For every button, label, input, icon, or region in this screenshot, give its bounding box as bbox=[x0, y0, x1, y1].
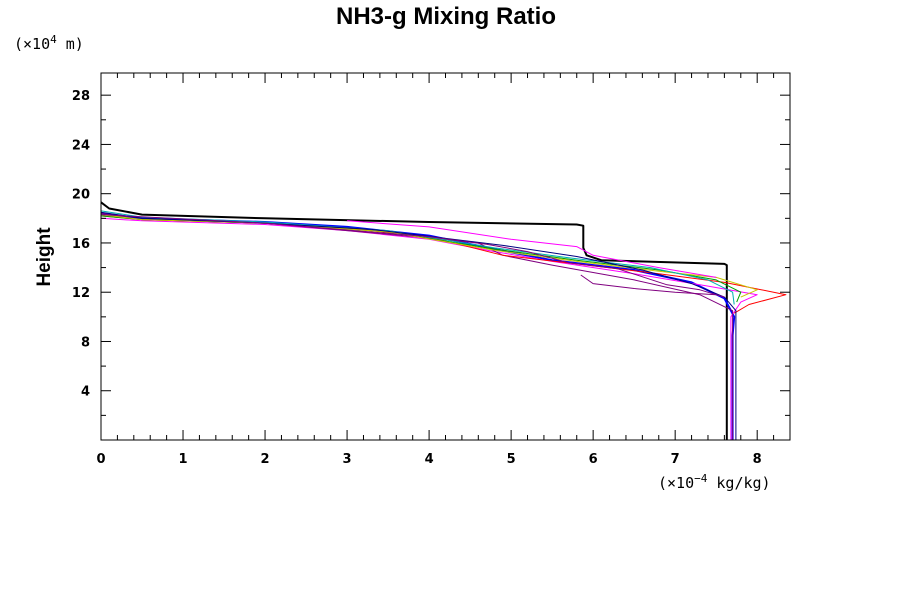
chart-title: NH3-g Mixing Ratio bbox=[336, 3, 556, 30]
series-line-8 bbox=[100, 211, 737, 440]
y-axis-label: Height bbox=[34, 227, 55, 287]
x-tick-label: 8 bbox=[753, 452, 762, 467]
x-tick-label: 0 bbox=[96, 452, 105, 467]
y-tick-label: 4 bbox=[81, 385, 90, 400]
series-line-4 bbox=[100, 215, 787, 314]
x-unit-prefix: (×10 bbox=[658, 474, 694, 492]
series-line-10 bbox=[580, 274, 717, 296]
x-unit-suffix: kg/kg) bbox=[707, 474, 770, 492]
x-tick-label: 1 bbox=[179, 452, 188, 467]
series-line-1 bbox=[100, 212, 736, 440]
x-tick-label: 4 bbox=[425, 452, 434, 467]
y-tick-label: 20 bbox=[72, 188, 90, 203]
y-axis-unit: (×104 m) bbox=[14, 33, 84, 53]
series-line-9 bbox=[100, 214, 725, 298]
plot-frame bbox=[100, 72, 791, 441]
series-line-6 bbox=[100, 214, 758, 298]
y-tick-label: 8 bbox=[81, 335, 90, 350]
x-tick-label: 6 bbox=[589, 452, 598, 467]
x-tick-label: 5 bbox=[507, 452, 516, 467]
x-tick-label: 3 bbox=[343, 452, 352, 467]
x-unit-exponent: −4 bbox=[694, 472, 708, 485]
series-layer bbox=[100, 201, 787, 440]
y-tick-label: 12 bbox=[72, 286, 90, 301]
y-unit-prefix: (×10 bbox=[14, 35, 50, 53]
y-tick-label: 24 bbox=[72, 138, 90, 153]
series-line-11 bbox=[347, 220, 717, 278]
y-unit-suffix: m) bbox=[57, 35, 84, 53]
series-line-2 bbox=[100, 217, 758, 440]
x-tick-label: 7 bbox=[671, 452, 680, 467]
y-tick-label: 16 bbox=[72, 237, 90, 252]
x-tick-label: 2 bbox=[261, 452, 270, 467]
series-line-0 bbox=[100, 201, 728, 440]
y-unit-exponent: 4 bbox=[50, 33, 57, 46]
x-axis-unit: (×10−4 kg/kg) bbox=[658, 472, 771, 492]
series-line-7 bbox=[100, 210, 735, 305]
series-line-3 bbox=[100, 212, 734, 440]
y-tick-label: 28 bbox=[72, 89, 90, 104]
